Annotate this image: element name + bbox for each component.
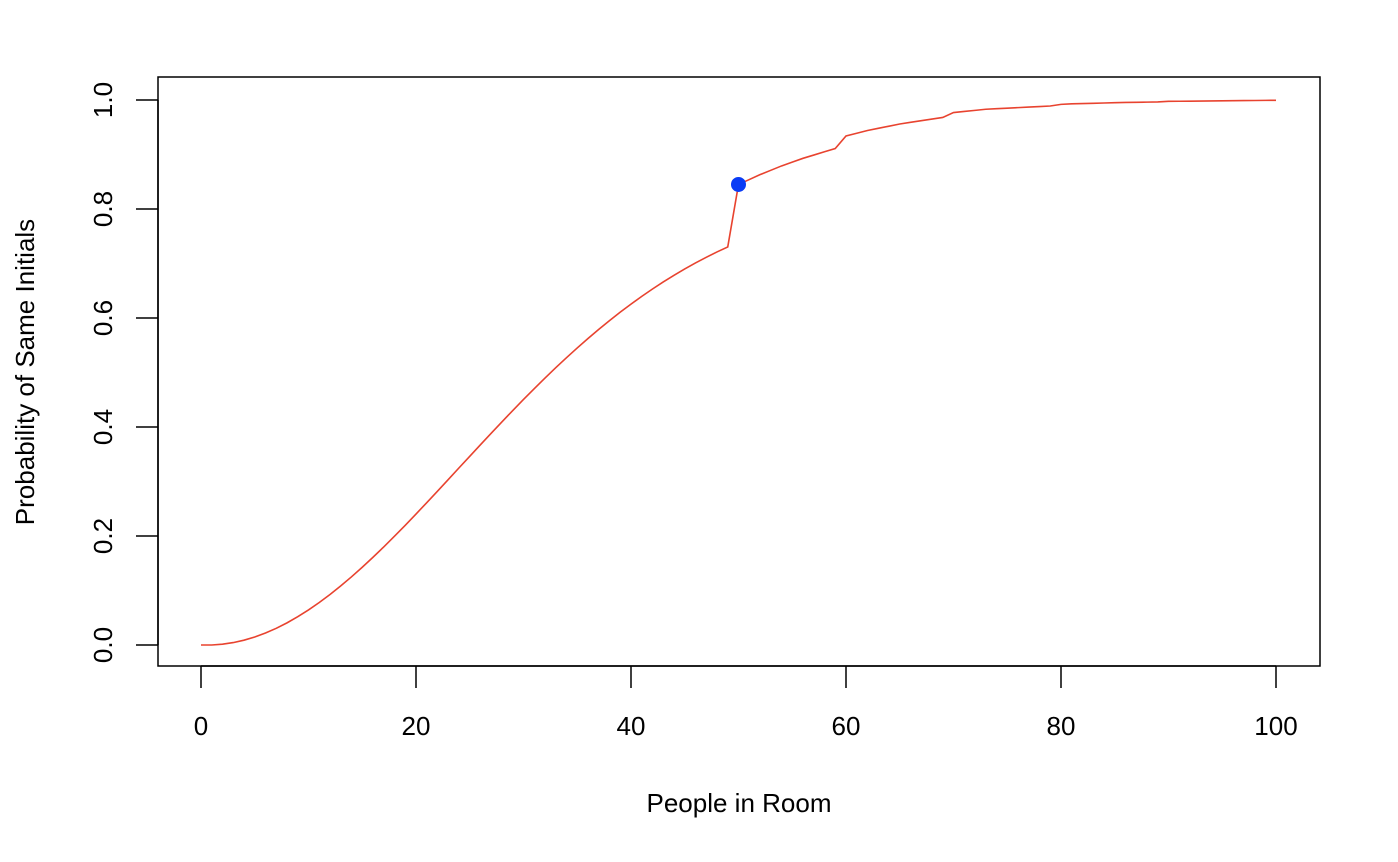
x-tick-label: 40 <box>617 711 646 741</box>
y-axis-title: Probability of Same Initials <box>10 219 40 525</box>
y-axis: 0.0 0.2 0.4 0.6 0.8 1.0 <box>88 82 159 663</box>
highlight-point <box>731 176 746 192</box>
y-tick-label: 0.6 <box>88 300 118 336</box>
x-axis: 0 20 40 60 80 100 <box>194 665 1298 741</box>
x-tick-label: 0 <box>194 711 208 741</box>
x-tick-label: 100 <box>1254 711 1297 741</box>
y-tick-label: 1.0 <box>88 82 118 118</box>
y-tick-label: 0.0 <box>88 627 118 663</box>
x-tick-label: 80 <box>1047 711 1076 741</box>
y-tick-label: 0.8 <box>88 191 118 227</box>
x-tick-label: 60 <box>832 711 861 741</box>
y-tick-label: 0.4 <box>88 409 118 445</box>
y-tick-label: 0.2 <box>88 518 118 554</box>
x-axis-title: People in Room <box>647 788 832 818</box>
plot-frame <box>157 76 1321 667</box>
x-tick-label: 20 <box>402 711 431 741</box>
